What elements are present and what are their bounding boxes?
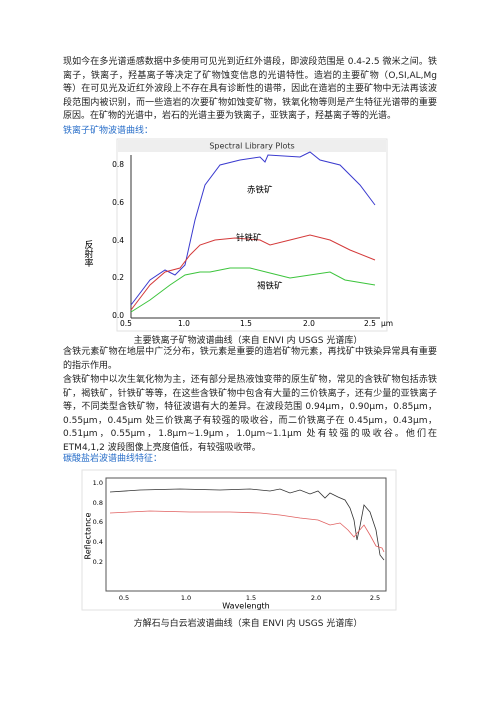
x-tick-label: 0.5 <box>119 594 129 602</box>
figure-frame <box>81 469 397 611</box>
curve <box>130 267 376 313</box>
y-tick-label: 0.2 <box>93 558 103 566</box>
curve <box>130 151 376 306</box>
y-tick-label: 0.8 <box>112 160 124 169</box>
x-tick-label: 2.5 <box>364 319 376 328</box>
y-tick-label: 0.6 <box>93 518 103 526</box>
x-tick-label: 2.5 <box>370 594 380 602</box>
x-unit: μm <box>381 319 393 328</box>
y-tick-label: 0.2 <box>112 273 124 282</box>
figure-title: Spectral Library Plots <box>209 142 294 151</box>
caption: 方解石与白云岩波谱曲线（来自 ENVI 内 USGS 光谱库） <box>133 619 363 629</box>
title-bar <box>118 140 386 152</box>
x-tick-label: 1.5 <box>240 319 252 328</box>
paragraph: 现如今在多光谱遥感数据中多使用可见光到近红外谱段，即波段范围是 0.4-2.5 … <box>63 57 437 122</box>
y-tick-label: 0.6 <box>112 198 124 207</box>
curve <box>130 234 376 311</box>
y-tick-label: 0.4 <box>93 538 103 546</box>
heading: 铁离子矿物波谱曲线： <box>63 126 154 136</box>
caption: 主要铁离子矿物波谱曲线（来自 ENVI 内 USGS 光谱库） <box>133 336 363 346</box>
curve <box>109 510 385 553</box>
x-tick-label: 1.5 <box>246 594 256 602</box>
curve-label: 褐铁矿 <box>257 281 283 292</box>
curve <box>109 488 385 561</box>
y-tick-label: 1.0 <box>93 479 103 487</box>
x-tick-label: 0.5 <box>120 319 132 328</box>
paragraph: 含铁矿物中以次生氧化物为主，还有部分是热液蚀变带的原生矿物，常见的含铁矿物包括赤… <box>63 375 437 453</box>
figure-frame <box>116 138 388 332</box>
x-tick-label: 2.0 <box>311 594 321 602</box>
y-axis-label: 反射率 <box>83 240 94 268</box>
x-tick-label: 1.0 <box>178 319 190 328</box>
curve-label: 赤铁矿 <box>247 185 273 196</box>
x-tick-label: 1.0 <box>181 594 191 602</box>
heading: 碳酸盐岩波谱曲线特征： <box>63 454 163 464</box>
y-tick-label: 0.4 <box>112 236 124 245</box>
paragraph: 含铁元素矿物在地层中广泛分布，铁元素是重要的造岩矿物元素，再找矿中铁染异常具有重… <box>63 347 437 371</box>
y-axis-label: Reflectance <box>84 512 93 559</box>
curve-label: 针铁矿 <box>236 233 262 244</box>
y-tick-label: 0.0 <box>112 311 124 320</box>
plot-frame <box>105 477 387 592</box>
x-tick-label: 2.0 <box>303 319 315 328</box>
y-tick-label: 0.8 <box>93 499 103 507</box>
x-axis-label: Wavelength <box>222 602 269 611</box>
